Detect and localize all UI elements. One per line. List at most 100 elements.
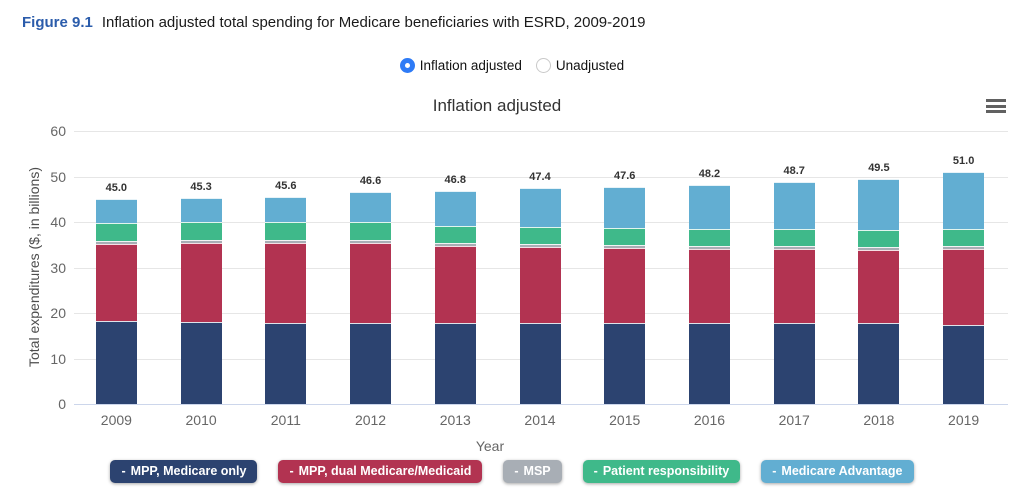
x-axis-tick-label: 2013 (439, 412, 471, 428)
bar-segment-mpp-dual-medicare-medicaid[interactable] (434, 246, 476, 323)
bar-segment-msp[interactable] (519, 243, 561, 248)
bar-segment-mpp-dual-medicare-medicaid[interactable] (350, 242, 392, 323)
bar-segment-medicare-advantage[interactable] (434, 191, 476, 226)
bar-segment-mpp-medicare-only[interactable] (688, 323, 730, 404)
y-axis-tick-label: 10 (50, 350, 66, 367)
bar-segment-medicare-advantage[interactable] (265, 196, 307, 222)
radio-label: Unadjusted (555, 58, 625, 73)
y-axis-tick-label: 30 (50, 259, 66, 276)
bar-segment-msp[interactable] (265, 240, 307, 243)
bar-segment-msp[interactable] (434, 243, 476, 247)
radio-unselected-icon[interactable] (535, 58, 551, 73)
bar-segment-mpp-dual-medicare-medicaid[interactable] (519, 247, 561, 323)
bar-segment-patient-responsibility[interactable] (350, 221, 392, 240)
bar-segment-mpp-medicare-only[interactable] (434, 322, 476, 404)
legend-dash-icon: - (593, 464, 598, 478)
y-axis-tick-label: 20 (50, 305, 66, 321)
bar-segment-patient-responsibility[interactable] (943, 229, 985, 246)
bar-segment-patient-responsibility[interactable] (688, 228, 730, 246)
radio-label: Inflation adjusted (419, 58, 522, 73)
bar-segment-msp[interactable] (943, 245, 985, 249)
gridline (74, 176, 1008, 178)
bar-total-label: 48.7 (783, 165, 805, 178)
bar-segment-mpp-dual-medicare-medicaid[interactable] (95, 243, 137, 322)
bar-segment-msp[interactable] (95, 240, 137, 244)
x-axis-tick-label: 2016 (693, 412, 726, 428)
figure-title: Inflation adjusted total spending for Me… (101, 14, 646, 31)
x-axis-tick-label: 2019 (948, 412, 980, 428)
bar-segment-patient-responsibility[interactable] (95, 223, 137, 241)
y-axis-tick-label: 0 (58, 396, 66, 412)
bar-segment-patient-responsibility[interactable] (604, 227, 646, 245)
legend-item-patient-responsibility[interactable]: - Patient responsibility (582, 460, 741, 483)
bar-segment-mpp-medicare-only[interactable] (519, 323, 561, 404)
bar-segment-patient-responsibility[interactable] (265, 222, 307, 241)
bar-total-label: 47.6 (614, 170, 636, 183)
bar-segment-medicare-advantage[interactable] (688, 184, 730, 229)
bar-total-label: 46.8 (444, 174, 466, 187)
bar-segment-medicare-advantage[interactable] (180, 197, 222, 222)
bar-segment-patient-responsibility[interactable] (434, 225, 476, 244)
bar-segment-patient-responsibility[interactable] (858, 230, 900, 247)
bar-total-label: 49.5 (868, 161, 890, 174)
bar-segment-medicare-advantage[interactable] (773, 182, 815, 230)
bar-segment-mpp-medicare-only[interactable] (350, 322, 392, 404)
bar-total-label: 48.2 (698, 167, 721, 180)
bar-segment-mpp-dual-medicare-medicaid[interactable] (858, 249, 900, 324)
legend-item-mpp-medicare-only[interactable]: - MPP, Medicare only (110, 460, 258, 483)
view-toggle: Inflation adjusted Unadjusted (0, 58, 1024, 73)
bar-segment-medicare-advantage[interactable] (519, 188, 561, 227)
x-axis-tick-label: 2009 (100, 412, 132, 428)
bar-segment-msp[interactable] (688, 245, 730, 249)
bar-segment-msp[interactable] (773, 245, 815, 249)
x-axis-tick-label: 2014 (524, 412, 556, 428)
x-axis-tick-label: 2011 (270, 412, 301, 428)
bar-segment-mpp-dual-medicare-medicaid[interactable] (265, 242, 307, 323)
bar-segment-medicare-advantage[interactable] (943, 171, 985, 230)
chart-title: Inflation adjusted (432, 96, 562, 115)
bar-segment-mpp-medicare-only[interactable] (604, 323, 646, 404)
radio-selected-icon[interactable] (399, 58, 415, 73)
bar-segment-mpp-dual-medicare-medicaid[interactable] (180, 242, 222, 323)
bar-segment-mpp-medicare-only[interactable] (858, 323, 900, 404)
bar-segment-mpp-dual-medicare-medicaid[interactable] (688, 248, 730, 324)
bar-segment-msp[interactable] (858, 246, 900, 250)
x-axis-tick-label: 2015 (609, 412, 641, 428)
bar-segment-medicare-advantage[interactable] (858, 178, 900, 231)
chart-legend: - MPP, Medicare only - MPP, dual Medicare/M… (0, 460, 1024, 483)
bar-segment-mpp-dual-medicare-medicaid[interactable] (604, 247, 646, 323)
bar-segment-medicare-advantage[interactable] (350, 191, 392, 222)
bar-segment-medicare-advantage[interactable] (604, 187, 646, 228)
y-axis-tick-label: 40 (50, 214, 66, 230)
bar-segment-msp[interactable] (604, 244, 646, 248)
legend-item-label: Medicare Advantage (781, 464, 903, 478)
bar-segment-mpp-dual-medicare-medicaid[interactable] (943, 248, 985, 326)
bar-segment-patient-responsibility[interactable] (773, 229, 815, 246)
legend-dash-icon: - (514, 464, 519, 478)
bar-segment-mpp-medicare-only[interactable] (943, 325, 985, 404)
x-axis-tick-label: 2010 (185, 412, 217, 428)
hamburger-menu-icon[interactable] (986, 99, 1006, 116)
bar-segment-mpp-medicare-only[interactable] (95, 321, 137, 404)
bar-segment-mpp-dual-medicare-medicaid[interactable] (773, 248, 815, 324)
bar-segment-patient-responsibility[interactable] (180, 222, 222, 241)
legend-dash-icon: - (289, 464, 294, 478)
bar-segment-mpp-medicare-only[interactable] (180, 322, 222, 404)
y-axis-tick-label: 60 (50, 123, 66, 139)
bar-segment-patient-responsibility[interactable] (519, 226, 561, 244)
legend-item-medicare-advantage[interactable]: - Medicare Advantage (761, 460, 914, 483)
radio-unadjusted[interactable]: Unadjusted (535, 58, 625, 73)
x-axis-title: Year (475, 438, 505, 454)
bar-segment-msp[interactable] (180, 240, 222, 243)
bar-segment-medicare-advantage[interactable] (95, 199, 137, 224)
bar-segment-mpp-medicare-only[interactable] (773, 323, 815, 404)
legend-item-label: Patient responsibility (602, 464, 730, 478)
radio-inflation-adjusted[interactable]: Inflation adjusted (399, 58, 522, 73)
legend-item-mpp-dual-medicare-medicaid[interactable]: - MPP, dual Medicare/Medicaid (278, 460, 483, 483)
legend-item-label: MPP, Medicare only (130, 464, 247, 478)
bar-segment-mpp-medicare-only[interactable] (265, 322, 307, 404)
bar-total-label: 51.0 (952, 154, 975, 167)
legend-item-msp[interactable]: - MSP (503, 460, 562, 483)
bar-segment-msp[interactable] (350, 239, 392, 243)
